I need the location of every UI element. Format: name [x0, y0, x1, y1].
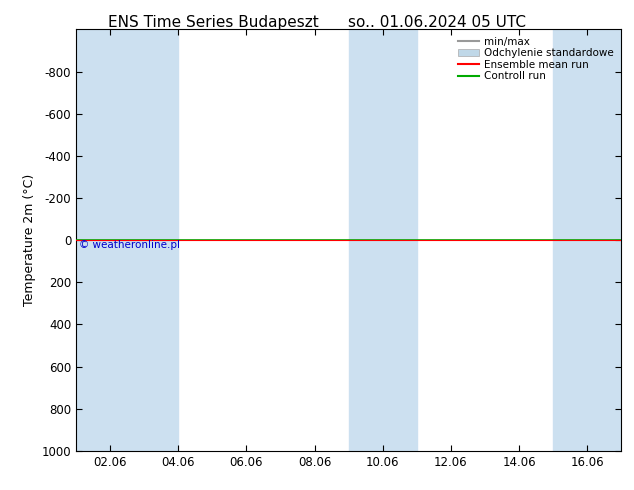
- Bar: [144, 29, 178, 451]
- Legend: min/max, Odchylenie standardowe, Ensemble mean run, Controll run: min/max, Odchylenie standardowe, Ensembl…: [456, 35, 616, 83]
- Text: ENS Time Series Budapeszt      so.. 01.06.2024 05 UTC: ENS Time Series Budapeszt so.. 01.06.202…: [108, 15, 526, 30]
- Text: © weatheronline.pl: © weatheronline.pl: [79, 240, 180, 250]
- Bar: [76, 29, 144, 451]
- Bar: [553, 29, 621, 451]
- Y-axis label: Temperature 2m (°C): Temperature 2m (°C): [23, 174, 36, 306]
- Bar: [349, 29, 417, 451]
